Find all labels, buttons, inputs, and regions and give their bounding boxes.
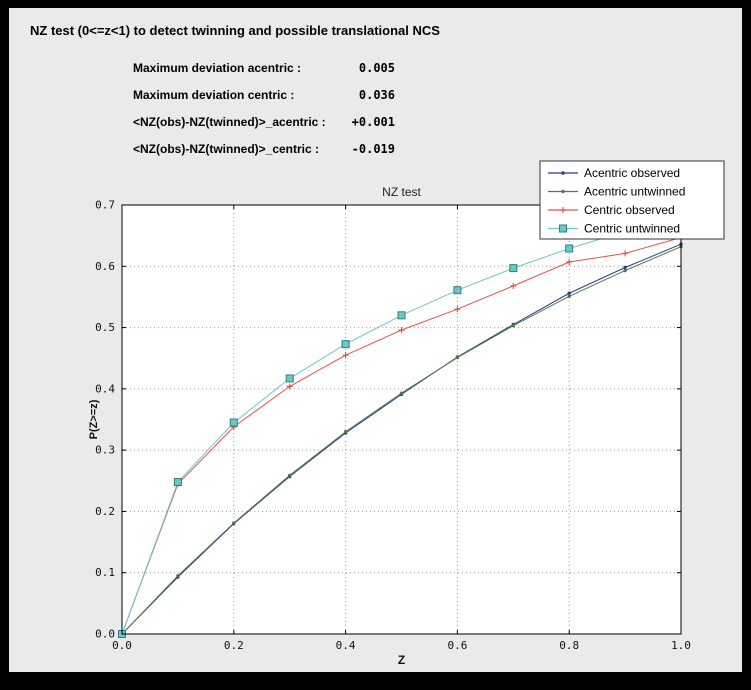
marker-dot xyxy=(561,189,565,194)
marker-square xyxy=(229,418,238,427)
marker-square xyxy=(559,224,567,233)
marker-square xyxy=(341,340,350,349)
stat-label: Maximum deviation centric : xyxy=(133,87,295,102)
stat-row: <NZ(obs)-NZ(twinned)>_centric : -0.019 xyxy=(133,135,395,162)
y-tick-label: 0.7 xyxy=(95,199,115,212)
page-title: NZ test (0<=z<1) to detect twinning and … xyxy=(30,23,440,38)
nz-test-chart: 0.0 0.2 0.4 0.6 0.8 1.0 0.0 0.1 0.2 0.3 0.4 0.5 0.6 0… xyxy=(88,160,725,667)
marker-dot xyxy=(288,473,292,477)
legend-box xyxy=(539,160,725,240)
marker-square xyxy=(509,264,518,273)
marker-square xyxy=(173,478,182,487)
x-tick-label: 1.0 xyxy=(671,639,691,652)
stat-row: Maximum deviation centric : 0.036 xyxy=(133,81,395,108)
y-tick-label: 0.1 xyxy=(95,566,115,579)
x-tick-label: 0.8 xyxy=(559,639,579,652)
x-tick-label: 0.6 xyxy=(447,639,467,652)
x-tick-label: 0.0 xyxy=(112,639,132,652)
marker-dot xyxy=(399,391,404,395)
marker-square xyxy=(397,311,406,320)
stat-value: +0.001 xyxy=(351,114,395,129)
y-tick-label: 0.6 xyxy=(95,260,115,273)
x-tick-label: 0.4 xyxy=(336,639,356,652)
y-axis-label: P(Z>=z) xyxy=(88,399,100,439)
legend-label: Centric observed xyxy=(584,203,675,217)
y-tick-label: 0.0 xyxy=(95,628,115,641)
marker-dot xyxy=(232,521,236,525)
stat-label: <NZ(obs)-NZ(twinned)>_centric : xyxy=(133,141,320,156)
plot-area xyxy=(122,205,681,634)
legend-label: Acentric observed xyxy=(584,166,680,180)
x-axis-label: Z xyxy=(398,653,405,667)
chart-title: NZ test xyxy=(382,185,421,199)
marker-dot xyxy=(623,265,627,270)
stat-label: Maximum deviation acentric : xyxy=(133,60,302,75)
stat-label: <NZ(obs)-NZ(twinned)>_acentric : xyxy=(133,114,326,129)
stats-block: Maximum deviation acentric : 0.005 Maxim… xyxy=(133,54,395,162)
stat-row: Maximum deviation acentric : 0.005 xyxy=(133,54,395,81)
y-tick-label: 0.2 xyxy=(95,505,115,518)
stat-value: 0.005 xyxy=(358,60,395,75)
stat-value: 0.036 xyxy=(358,87,395,102)
y-tick-label: 0.5 xyxy=(95,321,115,334)
legend-label: Centric untwinned xyxy=(584,222,680,236)
marker-dot xyxy=(511,324,515,328)
marker-dot xyxy=(567,294,571,299)
marker-dot xyxy=(343,430,348,434)
marker-dot xyxy=(561,171,565,175)
marker-dot xyxy=(623,268,627,273)
series-acentric-untwinned xyxy=(120,244,683,636)
y-tick-label: 0.4 xyxy=(95,382,115,395)
stat-value: -0.019 xyxy=(351,141,395,156)
legend: Acentric observed Acentric untwinned Centr… xyxy=(539,160,725,240)
stat-row: <NZ(obs)-NZ(twinned)>_acentric : +0.001 xyxy=(133,108,395,135)
marker-dot xyxy=(567,291,571,295)
marker-square xyxy=(453,286,462,295)
marker-dot xyxy=(455,355,460,360)
marker-dot xyxy=(176,574,180,578)
marker-square xyxy=(285,374,294,383)
legend-label: Acentric untwinned xyxy=(584,185,685,199)
marker-square xyxy=(565,244,574,253)
y-tick-label: 0.3 xyxy=(95,444,115,457)
plot-border xyxy=(121,204,682,635)
x-tick-label: 0.2 xyxy=(224,639,244,652)
report-panel: NZ test (0<=z<1) to detect twinning and … xyxy=(9,8,742,672)
